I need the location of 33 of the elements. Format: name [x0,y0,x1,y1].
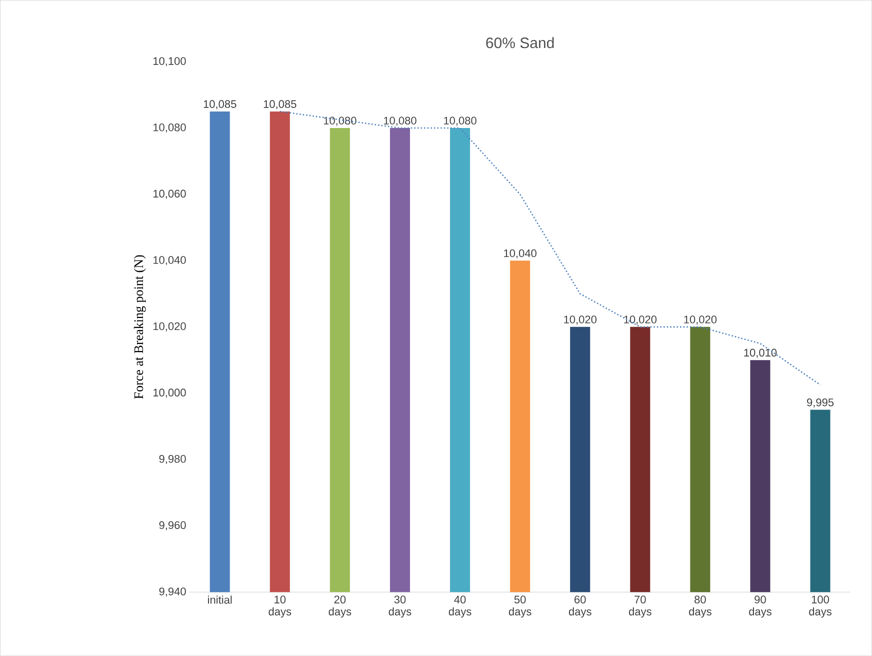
x-tick-label: 40 days [448,596,472,618]
y-tick-label: 9,960 [159,521,186,530]
y-tick-label: 9,980 [159,455,186,464]
y-tick-label: 10,040 [153,256,186,266]
data-label: 10,085 [204,100,236,110]
x-tick-label: 10 days [268,596,292,618]
chart-title: 60% Sand [486,37,554,48]
y-tick-label: 10,060 [153,190,186,199]
x-tick-label: initial [208,596,232,604]
x-tick-label: 60 days [568,596,592,618]
y-tick-label: 9,940 [159,588,186,597]
data-label: 9,995 [807,398,834,408]
y-tick-label: 10,020 [153,322,186,332]
x-tick-label: 70 days [628,596,652,618]
data-label: 10,085 [264,100,296,110]
x-tick-label: 90 days [749,596,772,618]
x-tick-label: 100 days [809,596,832,618]
x-tick-label: 50 days [508,596,532,618]
y-axis-title: Force at Breaking point (N) [134,255,146,399]
data-label: 10,080 [444,116,476,126]
x-tick-label: 20 days [328,596,352,618]
y-tick-label: 10,000 [153,388,186,398]
data-label: 10,020 [684,316,717,325]
y-tick-label: 10,080 [153,124,186,133]
y-tick-label: 10,100 [153,57,186,66]
data-label: 10,020 [624,316,657,325]
x-tick-label: 30 days [388,596,412,618]
x-tick-label: 80 days [689,596,712,618]
data-label: 10,010 [744,348,777,358]
data-label: 10,040 [504,249,536,259]
data-label: 10,080 [384,116,416,126]
data-label: 10,020 [564,316,596,325]
data-label: 10,080 [324,116,356,126]
